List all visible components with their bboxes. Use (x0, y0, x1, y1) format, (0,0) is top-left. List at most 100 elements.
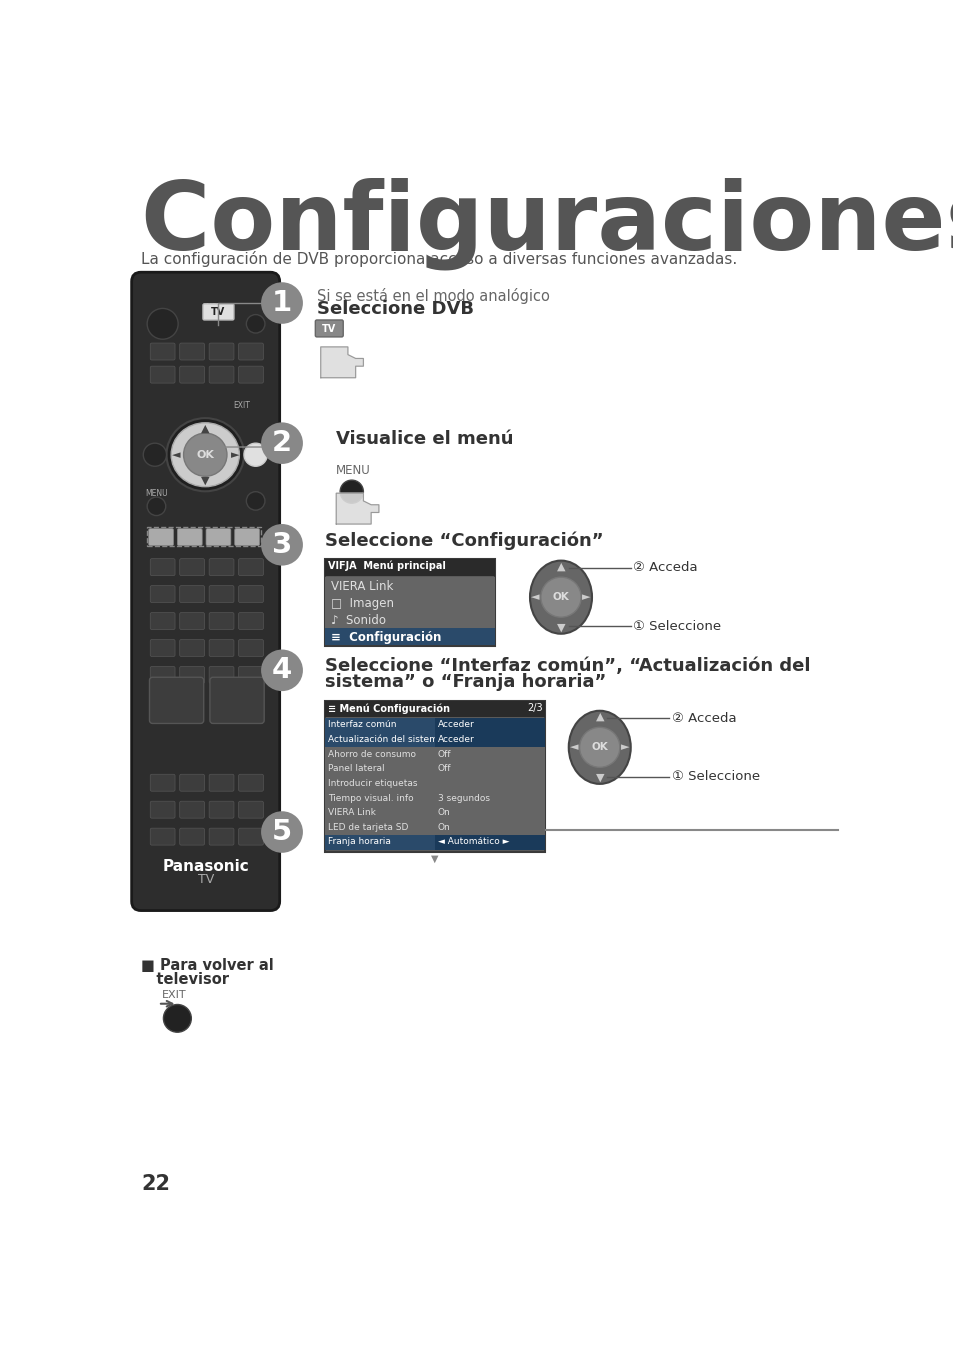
Text: Interfaz común: Interfaz común (328, 720, 395, 730)
FancyBboxPatch shape (324, 701, 545, 852)
FancyBboxPatch shape (238, 366, 263, 384)
Circle shape (261, 524, 303, 566)
Text: Ahorro de consumo: Ahorro de consumo (328, 750, 416, 759)
Circle shape (183, 434, 227, 477)
Text: Franja horaria: Franja horaria (328, 838, 390, 847)
FancyBboxPatch shape (150, 343, 174, 359)
Text: ♪  Sonido: ♪ Sonido (331, 615, 385, 627)
FancyBboxPatch shape (238, 343, 263, 359)
Text: EXIT: EXIT (162, 990, 186, 1000)
Text: TV: TV (197, 873, 213, 886)
Text: 3: 3 (272, 531, 292, 559)
Text: ② Acceda: ② Acceda (633, 562, 697, 574)
Text: ■ Para volver al: ■ Para volver al (141, 958, 274, 973)
Text: Si se está en el modo analógico: Si se está en el modo analógico (316, 288, 549, 304)
FancyBboxPatch shape (150, 559, 174, 576)
Text: 5: 5 (272, 817, 292, 846)
Text: ≡ Menú Configuración: ≡ Menú Configuración (328, 704, 449, 713)
FancyBboxPatch shape (179, 343, 204, 359)
Text: Off: Off (437, 765, 451, 773)
Text: ◄: ◄ (569, 742, 578, 753)
FancyBboxPatch shape (238, 559, 263, 576)
Circle shape (261, 811, 303, 852)
Text: VIERA Link: VIERA Link (331, 580, 393, 593)
Text: ▲: ▲ (595, 712, 603, 721)
Text: Tiempo visual. info: Tiempo visual. info (328, 793, 413, 802)
Text: TV: TV (322, 324, 336, 334)
FancyBboxPatch shape (435, 835, 545, 850)
FancyBboxPatch shape (209, 639, 233, 657)
FancyBboxPatch shape (324, 835, 545, 850)
FancyBboxPatch shape (150, 585, 174, 603)
Text: ▲: ▲ (557, 562, 565, 571)
Text: OK: OK (591, 742, 607, 753)
FancyBboxPatch shape (238, 828, 263, 846)
Text: VIFJA  Menú principal: VIFJA Menú principal (328, 561, 446, 571)
FancyBboxPatch shape (179, 366, 204, 384)
FancyBboxPatch shape (179, 774, 204, 792)
Text: On: On (437, 823, 450, 832)
FancyBboxPatch shape (324, 805, 545, 820)
FancyBboxPatch shape (324, 719, 545, 732)
FancyBboxPatch shape (206, 528, 231, 546)
Text: On: On (437, 808, 450, 817)
Text: Acceder: Acceder (437, 735, 474, 744)
FancyBboxPatch shape (179, 559, 204, 576)
Text: □  Imagen: □ Imagen (331, 597, 394, 611)
FancyBboxPatch shape (150, 801, 174, 819)
Text: TV: TV (212, 307, 225, 317)
FancyBboxPatch shape (324, 559, 495, 576)
FancyBboxPatch shape (209, 801, 233, 819)
Text: MENU: MENU (145, 489, 168, 499)
Text: ① Seleccione: ① Seleccione (633, 620, 720, 632)
Text: 22: 22 (141, 1174, 170, 1194)
Circle shape (147, 497, 166, 516)
FancyBboxPatch shape (324, 732, 545, 747)
FancyBboxPatch shape (210, 677, 264, 723)
Text: Panasonic: Panasonic (162, 859, 249, 874)
FancyBboxPatch shape (177, 528, 202, 546)
Circle shape (261, 650, 303, 692)
Text: LED de tarjeta SD: LED de tarjeta SD (328, 823, 408, 832)
Text: ② Acceda: ② Acceda (671, 712, 736, 724)
Circle shape (246, 315, 265, 334)
FancyBboxPatch shape (179, 585, 204, 603)
FancyBboxPatch shape (238, 774, 263, 792)
Ellipse shape (167, 419, 244, 492)
Text: ▼: ▼ (595, 773, 603, 784)
FancyBboxPatch shape (238, 666, 263, 684)
FancyBboxPatch shape (324, 820, 545, 835)
Text: 3 segundos: 3 segundos (437, 793, 489, 802)
Circle shape (143, 443, 167, 466)
FancyBboxPatch shape (435, 732, 545, 747)
Circle shape (244, 443, 267, 466)
Text: INPUT→: INPUT→ (204, 303, 233, 312)
Circle shape (147, 308, 178, 339)
FancyBboxPatch shape (150, 666, 174, 684)
Text: VIERA Link: VIERA Link (328, 808, 375, 817)
FancyBboxPatch shape (324, 701, 545, 716)
Ellipse shape (530, 561, 592, 634)
FancyBboxPatch shape (209, 774, 233, 792)
FancyBboxPatch shape (324, 777, 545, 792)
Circle shape (540, 577, 580, 617)
Text: OK: OK (552, 592, 569, 603)
FancyBboxPatch shape (238, 585, 263, 603)
Ellipse shape (568, 711, 630, 784)
FancyBboxPatch shape (150, 366, 174, 384)
FancyBboxPatch shape (179, 666, 204, 684)
Text: sistema” o “Franja horaria”: sistema” o “Franja horaria” (324, 673, 605, 690)
FancyBboxPatch shape (179, 639, 204, 657)
Text: Seleccione “Configuración”: Seleccione “Configuración” (324, 532, 602, 550)
FancyBboxPatch shape (150, 774, 174, 792)
Text: ▲: ▲ (201, 424, 210, 434)
Text: Acceder: Acceder (437, 720, 474, 730)
Circle shape (261, 282, 303, 324)
Text: ≡  Configuración: ≡ Configuración (331, 631, 440, 644)
Polygon shape (335, 493, 378, 524)
FancyBboxPatch shape (150, 612, 174, 630)
Text: Seleccione “Interfaz común”, “Actualización del: Seleccione “Interfaz común”, “Actualizac… (324, 657, 809, 676)
Text: Off: Off (437, 750, 451, 759)
FancyBboxPatch shape (324, 611, 495, 628)
FancyBboxPatch shape (209, 828, 233, 846)
